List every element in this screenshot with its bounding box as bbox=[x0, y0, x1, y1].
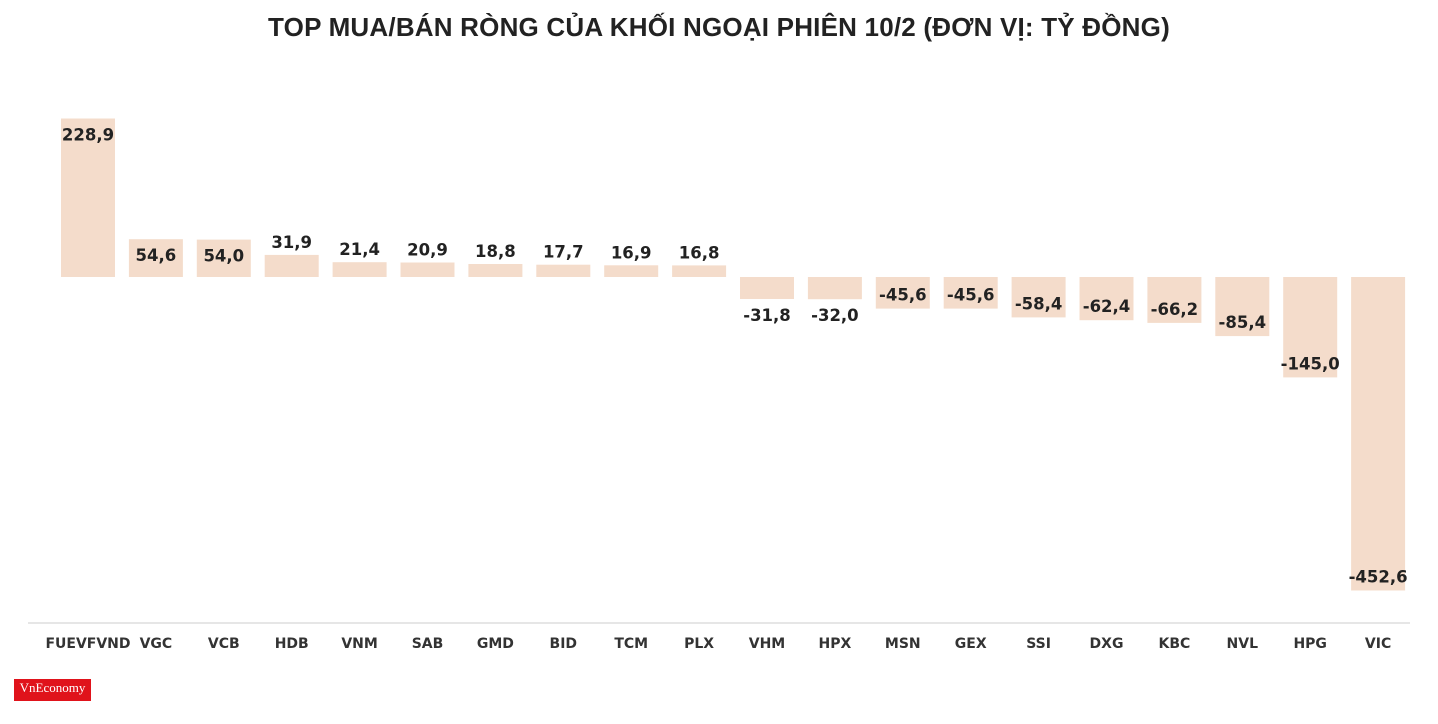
tick-label-plx: PLX bbox=[684, 636, 714, 652]
tick-label-vgc: VGC bbox=[140, 636, 173, 652]
bar-hpx bbox=[807, 277, 862, 300]
bar-msn bbox=[875, 277, 930, 309]
data-label-hdb: 31,9 bbox=[271, 233, 312, 252]
tick-label-vic: VIC bbox=[1365, 636, 1391, 652]
tick-label-msn: MSN bbox=[885, 636, 921, 652]
bar-vhm bbox=[740, 277, 794, 299]
data-label-kbc: -66,2 bbox=[1151, 300, 1199, 319]
tick-labels-layer: FUEVFVND VGC VCB HDB VNM SAB GMD BID TCM PLX VHM HP… bbox=[45, 636, 1391, 652]
data-label-gex: -45,6 bbox=[947, 286, 995, 305]
data-label-tcm: 16,9 bbox=[611, 243, 652, 262]
bar-vnm bbox=[332, 262, 387, 277]
data-labels-layer: 228,9 54,6 54,0 31,9 21,4 20,9 18,8 17,7 16,9 16,… bbox=[62, 126, 1408, 587]
data-label-dxg: -62,4 bbox=[1083, 297, 1131, 316]
data-label-bid: 17,7 bbox=[543, 243, 584, 262]
data-label-fuevfvnd: 228,9 bbox=[62, 126, 114, 145]
tick-label-tcm: TCM bbox=[614, 636, 648, 652]
bar-dxg bbox=[1079, 277, 1134, 321]
tick-label-gex: GEX bbox=[955, 636, 987, 652]
bar-sab bbox=[400, 262, 455, 277]
bar-vic bbox=[1351, 277, 1406, 591]
tick-label-hpg: HPG bbox=[1293, 636, 1326, 652]
logo-text: VnEconomy bbox=[19, 680, 86, 695]
tick-label-dxg: DXG bbox=[1090, 636, 1124, 652]
data-label-ssi: -58,4 bbox=[1015, 294, 1063, 313]
data-label-vnm: 21,4 bbox=[339, 240, 380, 259]
data-label-nvl: -85,4 bbox=[1219, 313, 1267, 332]
tick-label-vhm: VHM bbox=[749, 636, 785, 652]
bars-layer bbox=[61, 118, 1406, 591]
logo-subtitle-decor bbox=[14, 696, 91, 700]
bar-gex bbox=[943, 277, 998, 309]
tick-label-hdb: HDB bbox=[275, 636, 309, 652]
tick-label-ssi: SSI bbox=[1026, 636, 1051, 652]
bar-ssi bbox=[1011, 277, 1066, 318]
tick-label-nvl: NVL bbox=[1227, 636, 1259, 652]
tick-label-vnm: VNM bbox=[341, 636, 377, 652]
data-label-vic: -452,6 bbox=[1349, 568, 1408, 587]
tick-label-vcb: VCB bbox=[208, 636, 240, 652]
bar-hpg bbox=[1283, 277, 1338, 378]
tick-label-sab: SAB bbox=[412, 636, 444, 652]
data-label-vgc: 54,6 bbox=[136, 246, 177, 265]
tick-label-gmd: GMD bbox=[477, 636, 514, 652]
tick-label-kbc: KBC bbox=[1159, 636, 1191, 652]
vneconomy-logo: VnEconomy bbox=[14, 679, 91, 701]
data-label-vcb: 54,0 bbox=[203, 247, 244, 266]
bar-kbc bbox=[1147, 277, 1202, 323]
chart-title: TOP MUA/BÁN RÒNG CỦA KHỐI NGOẠI PHIÊN 10… bbox=[268, 12, 1170, 42]
data-label-hpg: -145,0 bbox=[1281, 354, 1340, 373]
bar-fuevfvnd bbox=[61, 118, 115, 277]
tick-label-fuevfvnd: FUEVFVND bbox=[45, 636, 130, 652]
tick-label-hpx: HPX bbox=[819, 636, 852, 652]
data-label-gmd: 18,8 bbox=[475, 242, 516, 261]
bar-gmd bbox=[468, 264, 523, 277]
bar-vcb bbox=[196, 239, 251, 277]
data-label-hpx: -32,0 bbox=[811, 306, 859, 325]
bar-vgc bbox=[128, 239, 183, 277]
data-label-plx: 16,8 bbox=[679, 243, 720, 262]
data-label-sab: 20,9 bbox=[407, 241, 448, 260]
bar-nvl bbox=[1215, 277, 1270, 337]
bar-tcm bbox=[604, 265, 659, 277]
data-label-msn: -45,6 bbox=[879, 286, 927, 305]
data-label-vhm: -31,8 bbox=[743, 306, 791, 325]
bar-plx bbox=[672, 265, 727, 277]
bar-hdb bbox=[264, 254, 319, 277]
tick-label-bid: BID bbox=[550, 636, 578, 652]
bar-bid bbox=[536, 264, 591, 277]
